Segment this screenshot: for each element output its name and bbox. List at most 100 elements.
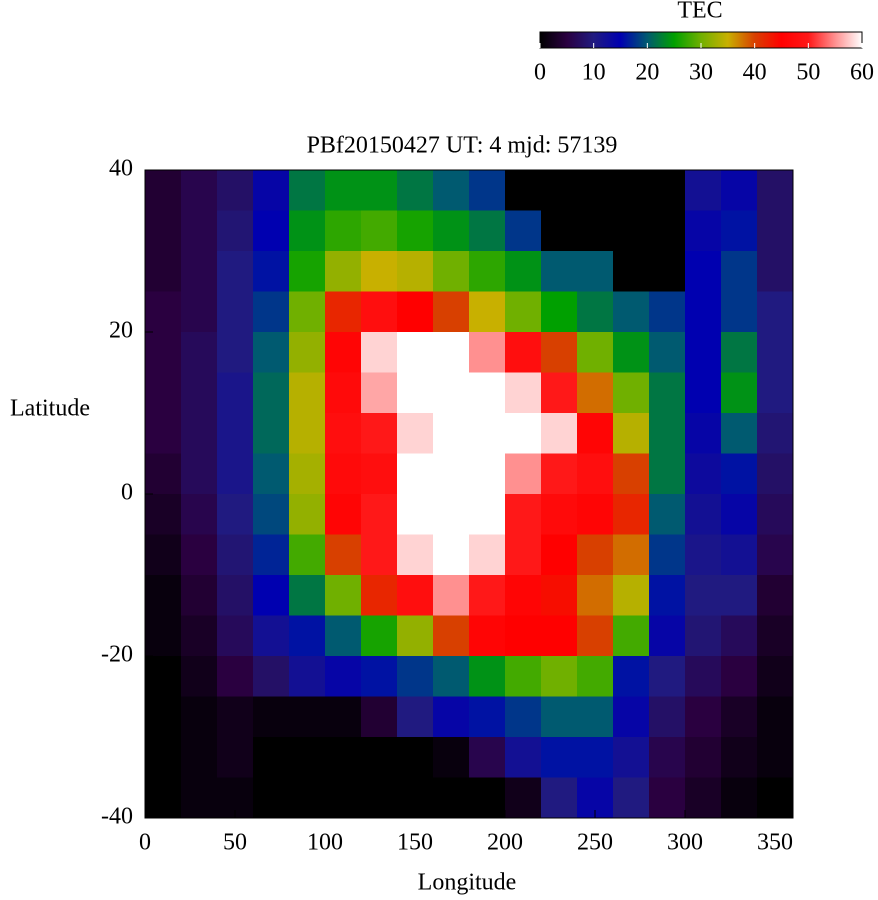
heat-cell — [577, 534, 614, 576]
heat-cell — [685, 170, 722, 211]
heat-cell — [325, 291, 362, 333]
heat-cell — [361, 332, 398, 373]
heat-cell — [505, 494, 542, 535]
heat-cell — [433, 251, 470, 292]
heat-cell — [649, 494, 686, 535]
heat-cell — [289, 615, 326, 657]
heat-cell — [721, 777, 758, 819]
heat-cell — [757, 494, 794, 535]
heat-cell — [433, 737, 470, 778]
heat-cell — [541, 696, 578, 738]
heat-cell — [469, 210, 506, 252]
heat-cell — [253, 453, 290, 495]
heat-cell — [685, 291, 722, 333]
heat-cell — [757, 210, 794, 252]
heat-cell — [145, 494, 182, 535]
heat-cell — [325, 656, 362, 697]
heat-cell — [397, 453, 434, 495]
heat-cell — [649, 372, 686, 414]
x-tick-label: 350 — [757, 830, 793, 856]
heat-cell — [397, 332, 434, 373]
heat-cell — [541, 615, 578, 657]
heat-cell — [469, 251, 506, 292]
heat-cell — [613, 575, 650, 616]
heat-cell — [541, 494, 578, 535]
heat-cell — [577, 210, 614, 252]
heat-cell — [649, 413, 686, 454]
heat-cell — [721, 615, 758, 657]
heat-cell — [289, 372, 326, 414]
heat-cell — [325, 615, 362, 657]
heat-cell — [721, 291, 758, 333]
heat-cell — [289, 210, 326, 252]
y-tick-label: -40 — [101, 804, 133, 830]
heat-cell — [181, 413, 218, 454]
heat-cell — [757, 696, 794, 738]
heat-cell — [721, 453, 758, 495]
heat-cell — [289, 332, 326, 373]
heat-cell — [505, 210, 542, 252]
heat-cell — [433, 494, 470, 535]
y-tick-label: 40 — [109, 156, 133, 182]
heat-cell — [721, 494, 758, 535]
heat-cell — [145, 696, 182, 738]
heat-cell — [289, 291, 326, 333]
heat-cell — [325, 696, 362, 738]
heat-cell — [289, 656, 326, 697]
heat-cell — [721, 737, 758, 778]
heat-cell — [397, 413, 434, 454]
heat-cell — [325, 332, 362, 373]
heat-cell — [469, 413, 506, 454]
heat-cell — [577, 251, 614, 292]
heat-cell — [253, 291, 290, 333]
heat-cell — [145, 737, 182, 778]
heat-cell — [505, 575, 542, 616]
heat-cell — [361, 372, 398, 414]
heat-cell — [325, 575, 362, 616]
y-axis-label: Latitude — [10, 396, 90, 422]
heat-cell — [397, 656, 434, 697]
heat-cell — [361, 210, 398, 252]
heat-cell — [721, 534, 758, 576]
heat-cell — [181, 453, 218, 495]
heat-cell — [469, 170, 506, 211]
heat-cell — [253, 534, 290, 576]
x-tick-label: 250 — [577, 830, 613, 856]
heat-cell — [505, 737, 542, 778]
heat-cell — [433, 656, 470, 697]
heat-cell — [469, 696, 506, 738]
heat-cell — [217, 372, 254, 414]
x-tick-label: 200 — [487, 830, 523, 856]
heat-cell — [469, 737, 506, 778]
heat-cell — [541, 413, 578, 454]
x-tick-label: 50 — [223, 830, 247, 856]
heat-cell — [505, 453, 542, 495]
chart-title: PBf20150427 UT: 4 mjd: 57139 — [307, 133, 618, 159]
heat-cell — [577, 413, 614, 454]
colorbar-tick-label: 50 — [796, 60, 820, 86]
heat-cell — [181, 372, 218, 414]
heat-cell — [433, 332, 470, 373]
heat-cell — [145, 170, 182, 211]
heat-cell — [253, 656, 290, 697]
heat-cell — [433, 453, 470, 495]
heat-cell — [181, 332, 218, 373]
heat-cell — [577, 615, 614, 657]
heat-cell — [181, 696, 218, 738]
heat-cell — [361, 291, 398, 333]
heat-cell — [541, 372, 578, 414]
heat-cell — [577, 453, 614, 495]
heat-cell — [757, 413, 794, 454]
heat-cell — [469, 453, 506, 495]
heat-cell — [361, 170, 398, 211]
heat-cell — [325, 251, 362, 292]
x-axis-label: Longitude — [418, 870, 517, 896]
colorbar-tick-label: 20 — [635, 60, 659, 86]
heat-cell — [289, 777, 326, 819]
heat-cell — [217, 575, 254, 616]
heat-cell — [613, 210, 650, 252]
heat-cell — [433, 777, 470, 819]
heat-cell — [541, 170, 578, 211]
heat-cell — [325, 413, 362, 454]
heat-cell — [541, 656, 578, 697]
